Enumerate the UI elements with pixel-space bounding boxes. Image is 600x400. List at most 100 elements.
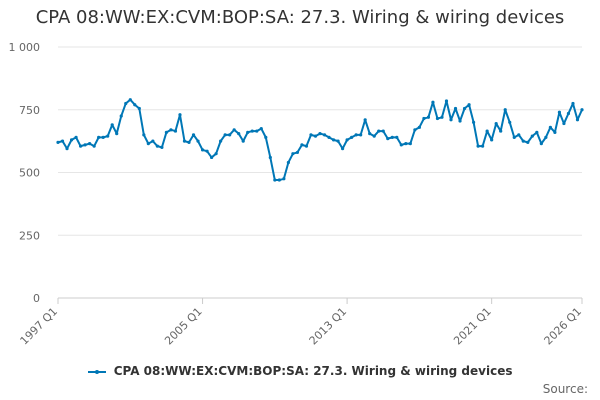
- chart-title: CPA 08:WW:EX:CVM:BOP:SA: 27.3. Wiring & …: [35, 7, 565, 28]
- data-point: [69, 138, 74, 142]
- data-point: [196, 139, 200, 143]
- data-point: [490, 138, 494, 142]
- data-point: [462, 106, 467, 111]
- data-point: [435, 116, 440, 121]
- data-point: [345, 138, 349, 142]
- data-point: [309, 133, 313, 137]
- series-group: [56, 98, 584, 182]
- data-point: [282, 177, 286, 181]
- data-point: [327, 135, 331, 139]
- data-point: [83, 143, 87, 147]
- data-point: [458, 119, 462, 123]
- data-point: [228, 133, 232, 137]
- data-point: [575, 118, 580, 122]
- data-point: [318, 131, 322, 136]
- y-tick-label: 1 000: [9, 41, 41, 54]
- data-point: [503, 108, 507, 112]
- data-point: [449, 118, 453, 122]
- x-tick-label: 2021 Q1: [451, 305, 494, 348]
- data-point: [291, 152, 295, 156]
- legend-item-label: CPA 08:WW:EX:CVM:BOP:SA: 27.3. Wiring & …: [113, 364, 513, 378]
- data-point: [368, 131, 372, 136]
- data-point: [544, 135, 548, 139]
- data-point: [417, 125, 421, 129]
- data-point: [508, 120, 512, 124]
- data-point: [146, 142, 150, 146]
- data-point: [377, 129, 381, 133]
- data-point: [191, 133, 196, 137]
- data-point: [173, 129, 178, 133]
- data-point: [580, 108, 584, 112]
- y-tick-label: 500: [19, 167, 40, 180]
- data-point: [444, 99, 449, 103]
- data-point: [133, 103, 137, 107]
- data-point: [273, 178, 277, 182]
- data-point: [431, 100, 435, 104]
- data-point: [88, 142, 92, 146]
- data-point: [471, 120, 476, 124]
- data-point: [110, 123, 114, 127]
- x-axis: 1997 Q1 2005 Q1 2013 Q1 2021 Q1 2026 Q1: [18, 297, 585, 348]
- data-point: [363, 118, 367, 122]
- data-point: [286, 160, 290, 165]
- data-point: [521, 139, 525, 143]
- data-point: [142, 133, 146, 137]
- data-point: [101, 135, 105, 139]
- data-point: [408, 142, 412, 146]
- data-point: [535, 130, 539, 134]
- data-point: [300, 143, 304, 147]
- data-point: [440, 115, 444, 119]
- data-point: [331, 138, 336, 142]
- data-point: [372, 134, 376, 138]
- data-point: [571, 101, 575, 106]
- data-point: [485, 129, 489, 133]
- data-point: [178, 113, 182, 117]
- data-point: [359, 133, 363, 137]
- data-point: [250, 129, 254, 133]
- y-axis-tick-labels: 0 250 500 750 1 000: [9, 41, 41, 305]
- data-point: [413, 128, 417, 132]
- data-point: [354, 133, 358, 137]
- data-point: [78, 144, 83, 148]
- data-point: [214, 152, 218, 156]
- data-point: [268, 155, 272, 160]
- data-point: [182, 139, 187, 143]
- data-point: [512, 135, 516, 139]
- data-point: [557, 110, 562, 114]
- legend[interactable]: CPA 08:WW:EX:CVM:BOP:SA: 27.3. Wiring & …: [0, 364, 600, 378]
- gridlines: [58, 46, 582, 236]
- data-point: [350, 135, 354, 139]
- data-point: [481, 144, 485, 148]
- data-point: [322, 133, 327, 137]
- data-point: [494, 121, 498, 126]
- data-point: [255, 129, 259, 133]
- source-credit[interactable]: Source:: [542, 382, 588, 396]
- data-point: [232, 128, 236, 132]
- data-point: [422, 116, 426, 121]
- data-point: [124, 101, 128, 106]
- data-point: [404, 142, 408, 146]
- data-point: [277, 178, 281, 182]
- legend-swatch-icon: [87, 367, 106, 377]
- data-point: [295, 150, 300, 155]
- data-point: [119, 114, 123, 118]
- data-point: [65, 147, 69, 151]
- y-tick-label: 250: [19, 229, 40, 242]
- data-point: [304, 144, 309, 148]
- data-point: [237, 131, 241, 136]
- data-point: [169, 128, 173, 132]
- data-point: [205, 149, 209, 153]
- data-point: [155, 144, 159, 148]
- y-tick-label: 750: [19, 104, 40, 117]
- data-point: [219, 139, 223, 143]
- data-point: [399, 143, 403, 147]
- data-point: [386, 137, 390, 141]
- data-point: [223, 133, 227, 137]
- data-point: [92, 144, 96, 148]
- x-tick-label: 2026 Q1: [542, 305, 585, 348]
- data-point: [128, 98, 132, 102]
- data-point: [467, 103, 471, 107]
- x-tick-label: 2005 Q1: [162, 305, 205, 348]
- data-point: [259, 126, 263, 131]
- data-point: [313, 134, 318, 138]
